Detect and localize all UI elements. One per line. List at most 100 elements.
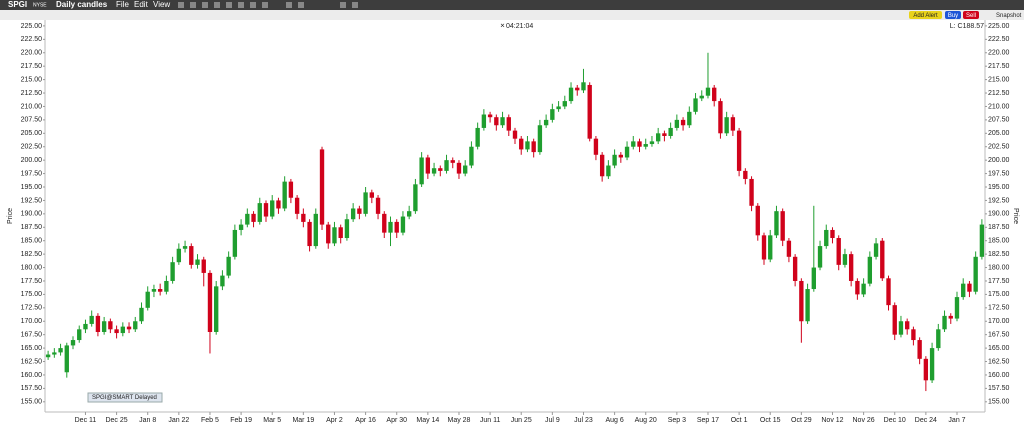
x-tick-label: Jun 25: [511, 417, 532, 424]
candle-body: [624, 146, 630, 158]
sell-button[interactable]: [963, 11, 979, 19]
menu-item[interactable]: Edit: [134, 0, 149, 9]
exchange: NYSE: [33, 2, 47, 8]
candle-body: [481, 114, 487, 128]
candle-body: [699, 95, 704, 99]
candle-body: [599, 154, 605, 177]
y-tick-label: 197.50: [21, 170, 43, 177]
y-tick-label: 195.00: [21, 184, 43, 191]
candle-body: [929, 348, 935, 381]
icon[interactable]: [214, 2, 220, 8]
icon[interactable]: [250, 2, 256, 8]
candle-body: [319, 149, 325, 225]
candle-body: [463, 165, 468, 174]
candle-body: [64, 345, 69, 373]
candle-body: [736, 130, 742, 171]
y-tick-label: 155.00: [988, 399, 1010, 406]
close-icon[interactable]: ✕: [500, 24, 505, 30]
candle-body: [251, 213, 256, 222]
candle-body: [438, 168, 443, 171]
candle-body: [979, 224, 985, 257]
candle-body: [151, 289, 157, 292]
menu-item[interactable]: View: [153, 0, 170, 9]
icon[interactable]: [238, 2, 244, 8]
candle-body: [724, 117, 729, 134]
y-tick-label: 165.00: [988, 345, 1010, 352]
candle-body: [948, 315, 953, 319]
y-tick-label: 200.00: [21, 157, 43, 164]
y-tick-label: 180.00: [988, 264, 1010, 271]
candle-body: [232, 229, 238, 257]
icon[interactable]: [298, 2, 304, 8]
icon[interactable]: [226, 2, 232, 8]
icon[interactable]: [178, 2, 184, 8]
candle-body: [662, 133, 667, 136]
y-tick-label: 172.50: [988, 305, 1010, 312]
legend-box[interactable]: [87, 392, 163, 403]
candle-body: [917, 340, 922, 359]
y-tick-label: 220.00: [988, 50, 1010, 57]
y-tick-label: 157.50: [21, 385, 43, 392]
candle-body: [543, 119, 549, 126]
y-tick-label: 192.50: [988, 197, 1010, 204]
clock: 04:21:04: [506, 23, 533, 30]
candle-body: [313, 213, 318, 247]
icon[interactable]: [286, 2, 292, 8]
menu-item[interactable]: File: [116, 0, 129, 9]
candle-body: [133, 321, 138, 330]
candle-body: [52, 352, 57, 355]
x-tick-label: Dec 25: [105, 417, 127, 424]
candle-body: [95, 315, 101, 332]
candle-body: [587, 84, 592, 139]
icon[interactable]: [202, 2, 208, 8]
candle-body: [848, 254, 854, 281]
icon[interactable]: [352, 2, 358, 8]
y-tick-label: 160.00: [21, 372, 43, 379]
candle-body: [444, 160, 449, 171]
interval[interactable]: Daily candles: [56, 0, 108, 9]
candle-body: [288, 181, 294, 198]
candle-body: [394, 221, 399, 233]
x-tick-label: May 14: [416, 417, 439, 424]
buy-button[interactable]: [945, 11, 961, 19]
candle-body: [631, 141, 636, 147]
candle-body: [656, 133, 661, 142]
candle-body: [120, 326, 125, 334]
y-tick-label: 215.00: [21, 76, 43, 83]
x-tick-label: Apr 16: [355, 417, 376, 424]
y-axis-title: Price: [7, 208, 14, 224]
candle-body: [774, 211, 779, 236]
button-label: Buy: [948, 13, 958, 19]
y-tick-label: 167.50: [21, 332, 43, 339]
snapshot-button[interactable]: [990, 11, 1022, 19]
candle-body: [612, 154, 617, 166]
candle-body: [77, 329, 82, 341]
symbol[interactable]: SPGI: [8, 0, 27, 9]
title-bar: [0, 0, 1024, 10]
candle-body: [693, 98, 698, 112]
icon[interactable]: [262, 2, 268, 8]
candle-body: [637, 141, 642, 147]
y-tick-label: 190.00: [988, 211, 1010, 218]
candle-body: [799, 280, 804, 322]
icon[interactable]: [340, 2, 346, 8]
candle-body: [805, 289, 810, 322]
icon[interactable]: [190, 2, 196, 8]
y-tick-label: 225.00: [21, 23, 43, 30]
candle-body: [556, 106, 561, 110]
x-tick-label: Sep 17: [697, 417, 719, 424]
candle-body: [606, 165, 611, 177]
y-tick-label: 222.50: [21, 36, 43, 43]
candle-body: [357, 208, 362, 214]
candle-body: [214, 286, 219, 332]
add-alert-button[interactable]: [909, 11, 942, 19]
candle-body: [973, 256, 978, 292]
y-tick-label: 207.50: [21, 117, 43, 124]
button-label: Sell: [966, 13, 976, 19]
candle-body: [886, 278, 891, 306]
y-tick-label: 195.00: [988, 184, 1010, 191]
y-tick-label: 162.50: [21, 358, 43, 365]
y-tick-label: 225.00: [988, 23, 1010, 30]
toolbar-icons: [178, 2, 358, 8]
